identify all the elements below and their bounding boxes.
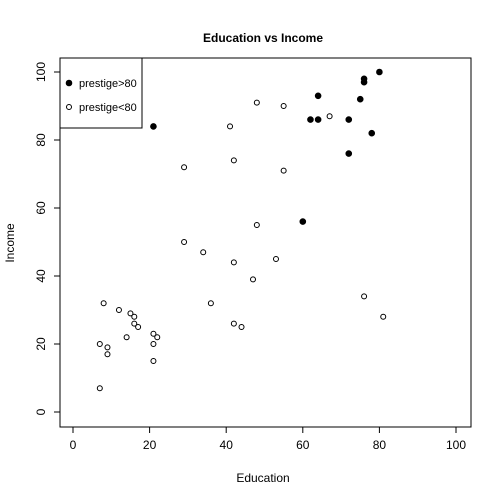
- point-prestige-below-80: [150, 341, 157, 347]
- y-tick-label: 0: [34, 408, 48, 415]
- legend-marker-prestige-below-80: [66, 104, 72, 110]
- point-prestige-below-80: [181, 164, 188, 171]
- point-prestige-above-80: [376, 68, 383, 76]
- chart-title: Education vs Income: [203, 31, 323, 45]
- point-prestige-below-80: [361, 293, 368, 300]
- x-tick-label: 80: [373, 438, 387, 452]
- x-axis-label: Education: [236, 471, 289, 485]
- point-prestige-below-80: [150, 330, 157, 337]
- point-prestige-below-80: [200, 249, 207, 256]
- point-prestige-below-80: [326, 113, 333, 120]
- point-prestige-above-80: [307, 116, 314, 123]
- point-prestige-below-80: [100, 300, 107, 307]
- point-prestige-below-80: [96, 385, 103, 392]
- point-prestige-below-80: [104, 344, 111, 351]
- point-prestige-below-80: [181, 239, 188, 245]
- point-prestige-below-80: [250, 276, 257, 283]
- y-tick-label: 20: [34, 337, 48, 351]
- point-prestige-below-80: [131, 313, 138, 320]
- point-prestige-below-80: [230, 259, 237, 266]
- y-axis-label: Income: [3, 223, 17, 263]
- legend-label-prestige-below-80: prestige<80: [79, 102, 137, 114]
- point-prestige-above-80: [150, 123, 157, 130]
- point-prestige-below-80: [380, 313, 387, 320]
- point-prestige-below-80: [104, 351, 111, 358]
- point-prestige-above-80: [356, 95, 364, 103]
- point-prestige-above-80: [345, 150, 353, 157]
- x-tick-label: 60: [296, 438, 310, 452]
- point-prestige-below-80: [150, 358, 157, 364]
- y-tick-label: 60: [34, 201, 48, 215]
- point-prestige-below-80: [238, 324, 245, 330]
- point-prestige-above-80: [314, 116, 322, 123]
- legend-marker-prestige-above-80: [65, 79, 73, 87]
- y-tick-label: 40: [34, 269, 48, 283]
- point-prestige-below-80: [154, 334, 161, 341]
- legend: prestige>80 prestige<80: [59, 57, 143, 129]
- legend-label-prestige-above-80: prestige>80: [79, 78, 137, 90]
- x-tick-label: 0: [70, 438, 77, 452]
- x-tick-label: 40: [220, 438, 234, 452]
- y-tick-label: 100: [34, 62, 48, 82]
- point-prestige-below-80: [115, 307, 122, 313]
- y-axis: 0 20 40 60 80 100: [34, 62, 61, 415]
- x-axis: 0 20 40 60 80 100: [70, 426, 466, 452]
- point-prestige-below-80: [227, 123, 234, 130]
- point-prestige-below-80: [230, 157, 237, 164]
- data-points: [96, 68, 387, 392]
- point-prestige-below-80: [230, 320, 237, 327]
- x-tick-label: 20: [143, 438, 157, 452]
- point-prestige-below-80: [280, 167, 287, 174]
- point-prestige-below-80: [253, 222, 260, 228]
- point-prestige-below-80: [131, 320, 138, 327]
- point-prestige-below-80: [280, 103, 287, 109]
- point-prestige-below-80: [127, 310, 134, 317]
- point-prestige-above-80: [314, 92, 322, 100]
- point-prestige-below-80: [272, 256, 279, 262]
- point-prestige-below-80: [96, 341, 103, 347]
- point-prestige-below-80: [123, 334, 130, 341]
- point-prestige-above-80: [345, 116, 353, 123]
- point-prestige-below-80: [207, 300, 214, 307]
- point-prestige-above-80: [368, 129, 376, 137]
- point-prestige-below-80: [253, 99, 260, 106]
- y-tick-label: 80: [34, 133, 48, 147]
- point-prestige-above-80: [360, 75, 368, 83]
- legend-box: [59, 57, 143, 129]
- point-prestige-below-80: [135, 324, 142, 330]
- point-prestige-above-80: [299, 218, 307, 225]
- x-tick-label: 100: [446, 438, 466, 452]
